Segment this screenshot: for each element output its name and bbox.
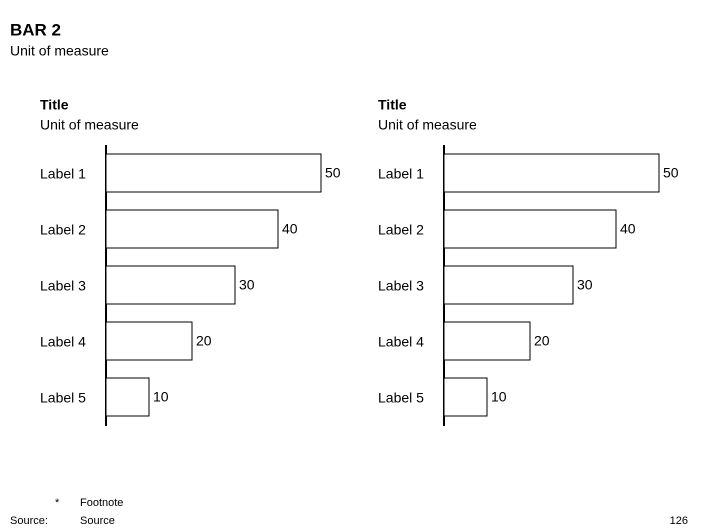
bar bbox=[105, 153, 322, 193]
value-label: 10 bbox=[153, 389, 169, 405]
bar bbox=[105, 265, 236, 305]
value-label: 20 bbox=[196, 333, 212, 349]
bar bbox=[443, 377, 488, 417]
bar bbox=[443, 153, 660, 193]
category-label: Label 4 bbox=[40, 334, 86, 350]
value-label: 50 bbox=[325, 165, 341, 181]
category-label: Label 1 bbox=[378, 166, 424, 182]
value-label: 30 bbox=[239, 277, 255, 293]
footnote-marker: * bbox=[55, 497, 60, 509]
chart-subtitle: Unit of measure bbox=[40, 117, 139, 133]
value-label: 50 bbox=[663, 165, 679, 181]
category-label: Label 5 bbox=[40, 390, 86, 406]
bar bbox=[443, 321, 531, 361]
chart-title: Title bbox=[40, 97, 69, 113]
bar bbox=[443, 209, 617, 249]
category-label: Label 1 bbox=[40, 166, 86, 182]
page-subtitle: Unit of measure bbox=[10, 43, 109, 59]
bar bbox=[443, 265, 574, 305]
bar bbox=[105, 377, 150, 417]
source-label: Source: bbox=[10, 515, 48, 527]
page-title: BAR 2 bbox=[10, 20, 61, 39]
chart-subtitle: Unit of measure bbox=[378, 117, 477, 133]
source: Source bbox=[80, 515, 115, 527]
category-label: Label 5 bbox=[378, 390, 424, 406]
category-label: Label 3 bbox=[40, 278, 86, 294]
value-label: 10 bbox=[491, 389, 507, 405]
page-number: 126 bbox=[670, 515, 688, 527]
bar bbox=[105, 209, 279, 249]
footnote: Footnote bbox=[80, 497, 123, 509]
category-label: Label 4 bbox=[378, 334, 424, 350]
value-label: 30 bbox=[577, 277, 593, 293]
bar bbox=[105, 321, 193, 361]
value-label: 40 bbox=[282, 221, 298, 237]
value-label: 20 bbox=[534, 333, 550, 349]
category-label: Label 2 bbox=[40, 222, 86, 238]
category-label: Label 2 bbox=[378, 222, 424, 238]
value-label: 40 bbox=[620, 221, 636, 237]
chart-title: Title bbox=[378, 97, 407, 113]
category-label: Label 3 bbox=[378, 278, 424, 294]
